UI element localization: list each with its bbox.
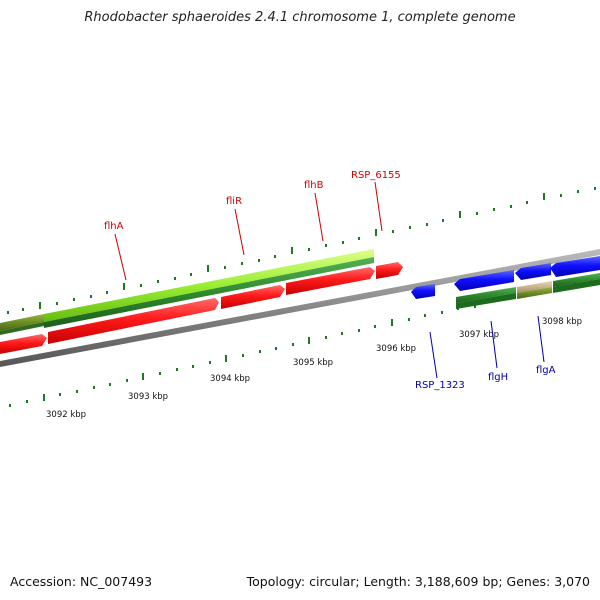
cds-arrow-rev-3 [515,263,551,280]
scale-label-3093: 3093 kbp [128,392,168,402]
highlight-region-lime[interactable] [44,249,374,328]
genome-summary: Topology: circular; Length: 3,188,609 bp… [246,574,590,589]
scale-label-3097: 3097 kbp [459,330,499,340]
gene-label-flgA: flgA [536,365,556,376]
cds-arrow-rev-RSP_1323 [411,284,435,299]
gene-label-flgH: flgH [488,372,508,383]
gene-label-flhA: flhA [104,221,124,232]
gene-label-RSP_6155: RSP_6155 [351,170,401,181]
gene-label-fliR: fliR [226,196,242,207]
gene-label-RSP_1323: RSP_1323 [415,380,465,391]
cds-arrow-fwd-1 [0,334,47,354]
highlight-region-left [0,314,44,335]
accession-label: Accession: NC_007493 [10,574,153,589]
scale-label-3094: 3094 kbp [210,374,250,384]
cds-arrow-fwd-RSP_6155 [376,262,403,279]
forward-tick-track [7,187,596,314]
scale-label-3095: 3095 kbp [293,358,333,368]
scale-label-3096: 3096 kbp [376,344,416,354]
gene-label-flhB: flhB [304,180,324,191]
forward-cds-track[interactable] [0,262,403,354]
reverse-highlight-track [456,273,600,309]
scale-label-3098: 3098 kbp [542,317,582,327]
cds-arrow-fwd-fliR [221,285,285,309]
reverse-cds-track[interactable] [411,256,600,299]
cds-arrow-fwd-flhA [48,298,219,344]
genome-backbone [0,249,600,367]
forward-gene-labels[interactable]: flhA fliR flhB RSP_6155 [104,170,401,281]
cds-arrow-rev-4 [550,256,600,277]
reverse-gene-labels[interactable]: RSP_1323 flgH flgA [415,315,556,391]
scale-label-3092: 3092 kbp [46,410,86,420]
scale-labels: 3092 kbp 3093 kbp 3094 kbp 3095 kbp 3096… [46,317,582,420]
cds-arrow-rev-2 [454,270,514,291]
map-title: Rhodobacter sphaeroides 2.4.1 chromosome… [84,10,516,25]
cds-arrow-fwd-flhB [286,267,375,295]
